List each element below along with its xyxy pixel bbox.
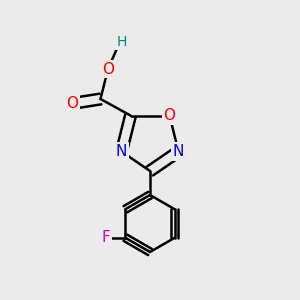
Text: H: H: [116, 35, 127, 49]
Text: N: N: [116, 144, 127, 159]
Text: O: O: [164, 108, 175, 123]
Text: O: O: [102, 61, 114, 76]
Text: O: O: [66, 96, 78, 111]
Text: F: F: [101, 230, 110, 245]
Text: N: N: [173, 144, 184, 159]
